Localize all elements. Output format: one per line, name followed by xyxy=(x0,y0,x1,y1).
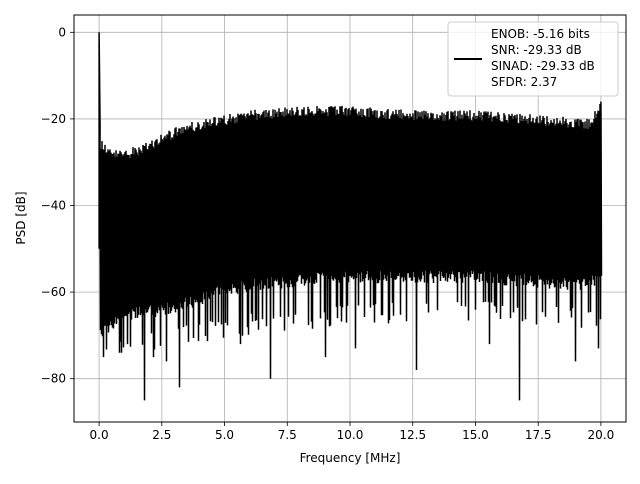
x-tick-label: 20.0 xyxy=(588,428,615,442)
legend: ENOB: -5.16 bits SNR: -29.33 dB SINAD: -… xyxy=(448,22,618,96)
x-axis-label: Frequency [MHz] xyxy=(300,451,401,465)
x-tick-label: 10.0 xyxy=(337,428,364,442)
y-tick-label: −60 xyxy=(41,285,66,299)
x-tick-label: 7.5 xyxy=(278,428,297,442)
y-tick-label: 0 xyxy=(58,25,66,39)
x-tick-label: 5.0 xyxy=(215,428,234,442)
y-tick-label: −20 xyxy=(41,112,66,126)
legend-snr: SNR: -29.33 dB xyxy=(491,43,582,57)
legend-sfdr: SFDR: 2.37 xyxy=(491,75,557,89)
x-tick-label: 17.5 xyxy=(525,428,552,442)
y-tick-label: −80 xyxy=(41,372,66,386)
legend-sinad: SINAD: -29.33 dB xyxy=(491,59,595,73)
x-tick-label: 2.5 xyxy=(152,428,171,442)
x-tick-label: 15.0 xyxy=(462,428,489,442)
y-axis-label: PSD [dB] xyxy=(14,191,28,244)
x-tick-label: 12.5 xyxy=(399,428,426,442)
y-tick-label: −40 xyxy=(41,199,66,213)
legend-enob: ENOB: -5.16 bits xyxy=(491,27,590,41)
x-tick-label: 0.0 xyxy=(90,428,109,442)
